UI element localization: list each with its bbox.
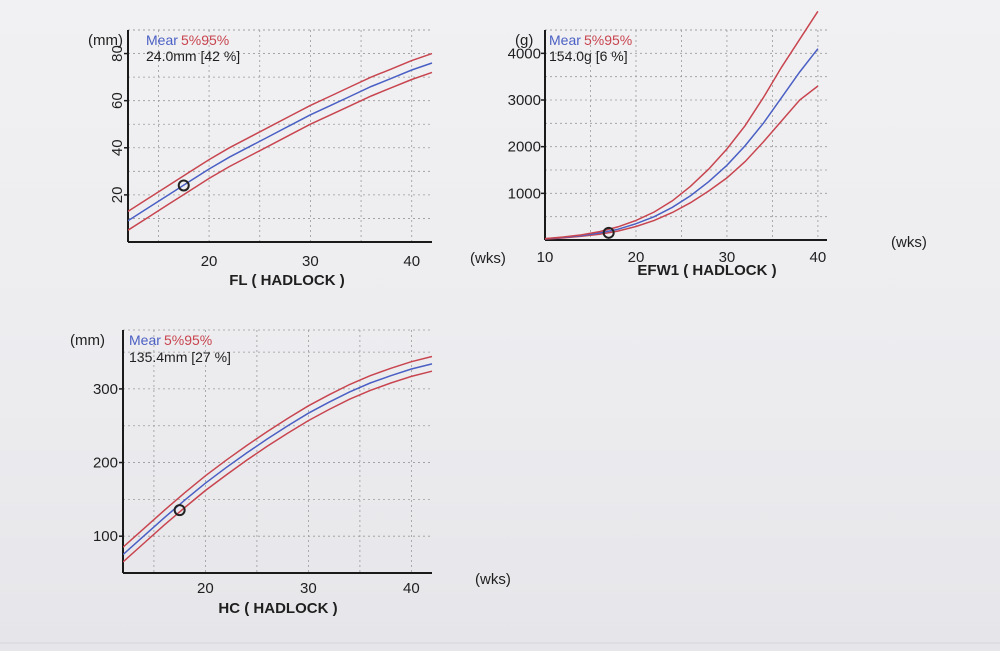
y-tick-label: 1000 bbox=[508, 185, 541, 202]
series-line-5pct bbox=[123, 370, 433, 563]
chart-title: EFW1 ( HADLOCK ) bbox=[637, 262, 776, 279]
y-unit-label: (mm) bbox=[70, 332, 105, 349]
legend-mean: Mear bbox=[129, 332, 161, 348]
series-line-Mean bbox=[545, 48, 819, 240]
x-tick-label: 30 bbox=[300, 580, 317, 597]
measurement-point bbox=[177, 179, 190, 192]
y-tick-label: 2000 bbox=[508, 139, 541, 156]
x-unit-label: (wks) bbox=[891, 234, 927, 251]
y-tick-label: 300 bbox=[93, 381, 118, 398]
chart-title: FL ( HADLOCK ) bbox=[229, 272, 345, 289]
y-unit-label: (mm) bbox=[88, 32, 123, 49]
series-line-5pct bbox=[545, 85, 819, 240]
x-tick-label: 30 bbox=[302, 253, 319, 270]
x-tick-label: 20 bbox=[201, 253, 218, 270]
growth-chart-1: 20 40 60 80 20 30 40 (mm) Mear 5%95%24.0mm [42 %]… bbox=[88, 29, 506, 289]
y-tick-label: 20 bbox=[109, 187, 126, 204]
y-tick-label: 80 bbox=[109, 45, 126, 62]
x-tick-label: 40 bbox=[403, 580, 420, 597]
y-tick-label: 200 bbox=[93, 455, 118, 472]
x-tick-label: 10 bbox=[537, 249, 554, 266]
measurement-readout: 135.4mm [27 %] bbox=[129, 349, 231, 365]
x-tick-label: 20 bbox=[197, 580, 214, 597]
measurement-point bbox=[173, 504, 186, 517]
legend-percentiles: 5%95% bbox=[181, 32, 229, 48]
series-group bbox=[128, 52, 433, 231]
chart-title: HC ( HADLOCK ) bbox=[218, 600, 337, 617]
measurement-point bbox=[602, 226, 615, 239]
series-line-Mean bbox=[128, 62, 433, 222]
measurement-readout: 24.0mm [42 %] bbox=[146, 48, 240, 64]
y-tick-label: 60 bbox=[109, 92, 126, 109]
legend-percentiles: 5%95% bbox=[164, 332, 212, 348]
legend-mean: Mear bbox=[146, 32, 178, 48]
x-unit-label: (wks) bbox=[470, 250, 506, 267]
series-line-Mean bbox=[123, 363, 433, 556]
y-unit-label: (g) bbox=[515, 32, 533, 49]
growth-chart-3: 100 200 300 20 30 40 (mm) Mear 5%95%135.4mm [27 … bbox=[70, 329, 511, 617]
y-tick-label: 3000 bbox=[508, 92, 541, 109]
y-tick-label: 100 bbox=[93, 528, 118, 545]
measurement-readout: 154.0g [6 %] bbox=[549, 48, 628, 64]
x-tick-label: 40 bbox=[810, 249, 827, 266]
legend-mean: Mear bbox=[549, 32, 581, 48]
x-tick-label: 30 bbox=[719, 249, 736, 266]
series-line-95pct bbox=[123, 355, 433, 548]
series-line-95pct bbox=[545, 10, 819, 240]
series-group bbox=[545, 10, 819, 240]
legend-percentiles: 5%95% bbox=[584, 32, 632, 48]
series-group bbox=[123, 355, 433, 563]
x-tick-label: 40 bbox=[403, 253, 420, 270]
y-tick-label: 4000 bbox=[508, 45, 541, 62]
x-unit-label: (wks) bbox=[475, 571, 511, 588]
y-tick-label: 40 bbox=[109, 139, 126, 156]
series-line-5pct bbox=[128, 71, 433, 231]
growth-chart-2: 1000 2000 3000 4000 10 20 30 40 (g) Mear 5%95%154.… bbox=[508, 10, 927, 279]
x-tick-label: 20 bbox=[628, 249, 645, 266]
series-line-95pct bbox=[128, 52, 433, 213]
